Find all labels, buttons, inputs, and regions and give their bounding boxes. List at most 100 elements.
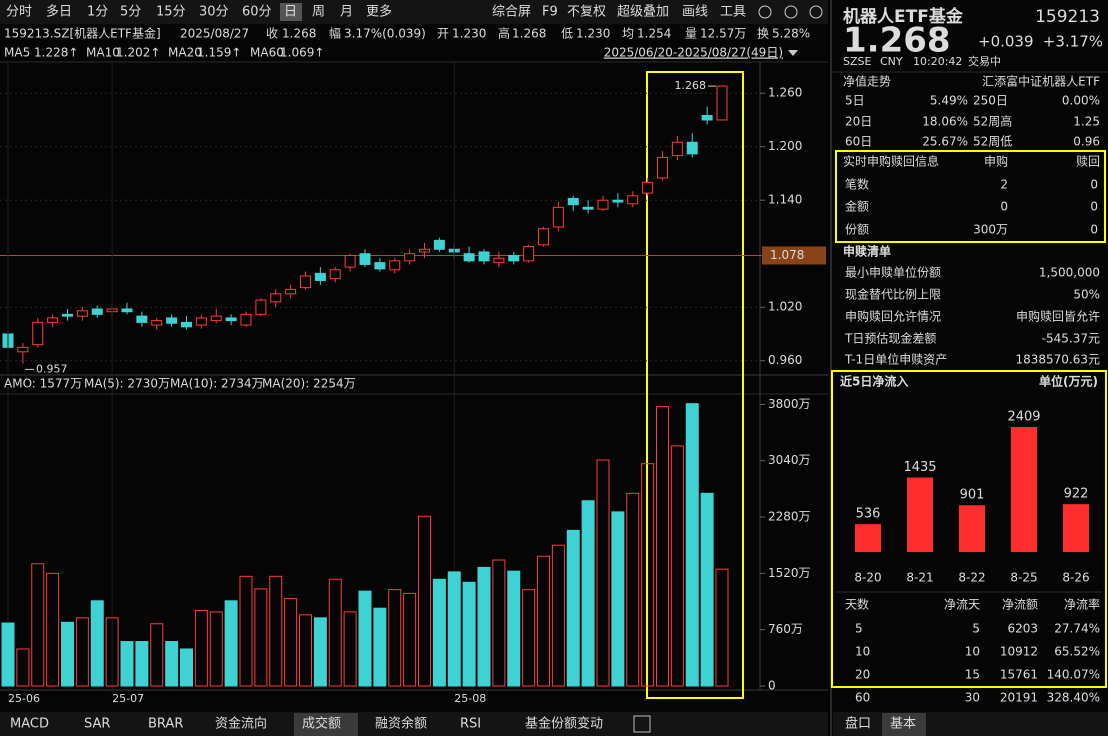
period-button[interactable]: 15分	[156, 5, 186, 20]
candle-body	[657, 156, 668, 179]
tab[interactable]: 资金流向	[215, 716, 267, 732]
cell: 328.40%	[1047, 691, 1100, 705]
volume-bar	[1, 622, 15, 687]
candle-body	[136, 315, 148, 323]
field-label: 均	[622, 27, 634, 41]
period-button[interactable]: 1分	[87, 5, 108, 20]
volume-bar	[194, 609, 208, 687]
price: 1.268	[843, 21, 951, 61]
tab[interactable]: MACD	[10, 717, 49, 732]
y-tick-label: 1.140	[768, 193, 802, 207]
y-tick-label: 2280万	[768, 510, 811, 524]
cell: 10	[965, 645, 980, 659]
period-button[interactable]: 分时	[6, 5, 32, 20]
candle-body	[374, 262, 386, 270]
candle-body	[300, 275, 311, 289]
tool-button[interactable]: F9	[542, 5, 558, 20]
tool-button[interactable]: 画线	[682, 5, 708, 20]
max-label: 1.268	[675, 79, 707, 92]
tool-button[interactable]: 综合屏	[492, 5, 531, 20]
cell: 2	[1000, 178, 1008, 192]
panel-tab[interactable]: 基本	[890, 717, 916, 732]
volume-bar	[61, 621, 74, 687]
field-label: 幅	[329, 26, 341, 41]
candle-body	[508, 255, 520, 262]
candle-body	[419, 248, 430, 253]
section-title: 实时申购赎回信息	[843, 154, 939, 169]
date: 2025/08/27	[180, 27, 249, 41]
help-icon[interactable]	[784, 5, 798, 19]
tab[interactable]: RSI	[460, 717, 481, 732]
candle-body	[329, 269, 341, 280]
row-label: 申购赎回允许情况	[845, 309, 941, 324]
column-header: 天数	[845, 597, 869, 612]
candle-body	[463, 253, 475, 262]
period-button[interactable]: 日	[284, 5, 297, 20]
candle-body	[225, 317, 237, 322]
row-label: 金额	[845, 199, 869, 214]
close-icon[interactable]	[809, 5, 823, 19]
fund-name: 机器人ETF基金	[843, 6, 964, 27]
field-value: 1.268	[282, 27, 316, 41]
cell: 20	[855, 668, 870, 682]
fund-code: 159213	[1035, 7, 1100, 27]
volume-bar	[284, 598, 298, 687]
add-tab-icon[interactable]	[633, 715, 651, 733]
candle-body	[344, 255, 356, 268]
period-button[interactable]: 多日	[46, 4, 72, 20]
cell: 300万	[973, 223, 1008, 237]
tool-button[interactable]: 不复权	[567, 4, 606, 20]
volume-bar	[388, 589, 402, 687]
nav-value: 0.96	[1073, 135, 1100, 149]
tab[interactable]: SAR	[84, 717, 110, 732]
volume-bar	[299, 614, 312, 687]
date-range[interactable]: 2025/06/20-2025/08/27(49日)	[604, 46, 783, 60]
period-button[interactable]: 5分	[120, 5, 141, 20]
candle-body	[567, 197, 579, 206]
volume-bar	[269, 575, 283, 687]
period-button[interactable]: 更多	[366, 4, 392, 20]
settings-icon[interactable]	[758, 5, 772, 19]
y-tick-label: 3800万	[768, 397, 811, 411]
tool-button[interactable]: 超级叠加	[617, 5, 669, 20]
ma-label: MA60	[250, 46, 284, 60]
row-label: T日预估现金差额	[844, 331, 936, 346]
ma-label: MA5	[4, 46, 30, 60]
min-label: 0.957	[36, 362, 68, 375]
candle-body	[76, 310, 88, 317]
candle-body	[47, 317, 59, 323]
meta: 10:20:42	[913, 55, 962, 68]
field-value: 12.57万	[700, 27, 746, 41]
y-tick-label: 0.960	[768, 353, 802, 367]
cell: 1,500,000	[1039, 266, 1100, 280]
candle-body	[433, 239, 445, 250]
period-button[interactable]: 30分	[199, 5, 229, 20]
inflow-bar	[1063, 504, 1089, 552]
period-button[interactable]: 60分	[242, 5, 272, 20]
volume-bar	[328, 578, 342, 687]
ma-label: MA20	[168, 46, 202, 60]
candle-body	[210, 315, 222, 322]
volume-legend: AMO: 1577万	[4, 377, 82, 391]
tab[interactable]: 成交额	[302, 716, 341, 732]
panel-tab[interactable]: 盘口	[845, 716, 871, 732]
period-button[interactable]: 月	[340, 5, 353, 20]
volume-bar	[105, 617, 119, 687]
inflow-bar	[1011, 427, 1037, 552]
ma-value: 1.228↑	[34, 46, 78, 60]
volume-bar	[477, 566, 491, 687]
ma-label: MA10	[86, 46, 120, 60]
tab[interactable]: 融资余额	[375, 716, 427, 732]
dropdown-icon[interactable]	[788, 50, 798, 56]
nav-label: 250日	[973, 94, 1008, 108]
section-title: 净值走势	[843, 74, 891, 89]
tab[interactable]: BRAR	[148, 717, 183, 732]
tab[interactable]: 基金份额变动	[525, 716, 603, 732]
cell: 30	[965, 691, 980, 705]
nav-label: 52周低	[973, 135, 1012, 149]
tool-button[interactable]: 工具	[720, 5, 746, 20]
period-button[interactable]: 周	[312, 5, 325, 20]
cell: 15761	[1000, 668, 1038, 682]
row-label: T-1日单位申赎资产	[844, 352, 947, 367]
